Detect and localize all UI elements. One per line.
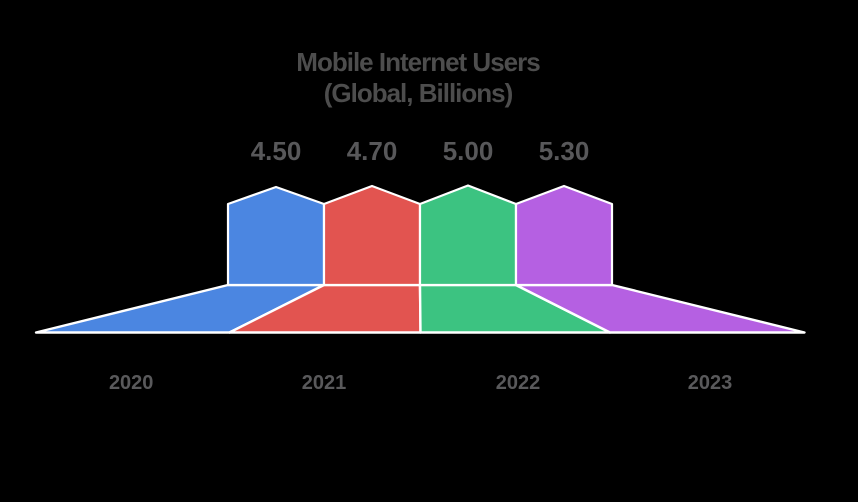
svg-text:2023: 2023: [688, 372, 733, 394]
svg-text:4.70: 4.70: [347, 136, 398, 166]
svg-text:5.00: 5.00: [443, 136, 494, 166]
svg-text:4.50: 4.50: [251, 136, 302, 166]
svg-text:Mobile Internet Users: Mobile Internet Users: [296, 47, 540, 77]
svg-text:(Global, Billions): (Global, Billions): [324, 78, 513, 108]
svg-text:2021: 2021: [302, 372, 347, 394]
svg-text:5.30: 5.30: [539, 136, 590, 166]
svg-text:2020: 2020: [109, 372, 154, 394]
svg-text:2022: 2022: [496, 372, 541, 394]
